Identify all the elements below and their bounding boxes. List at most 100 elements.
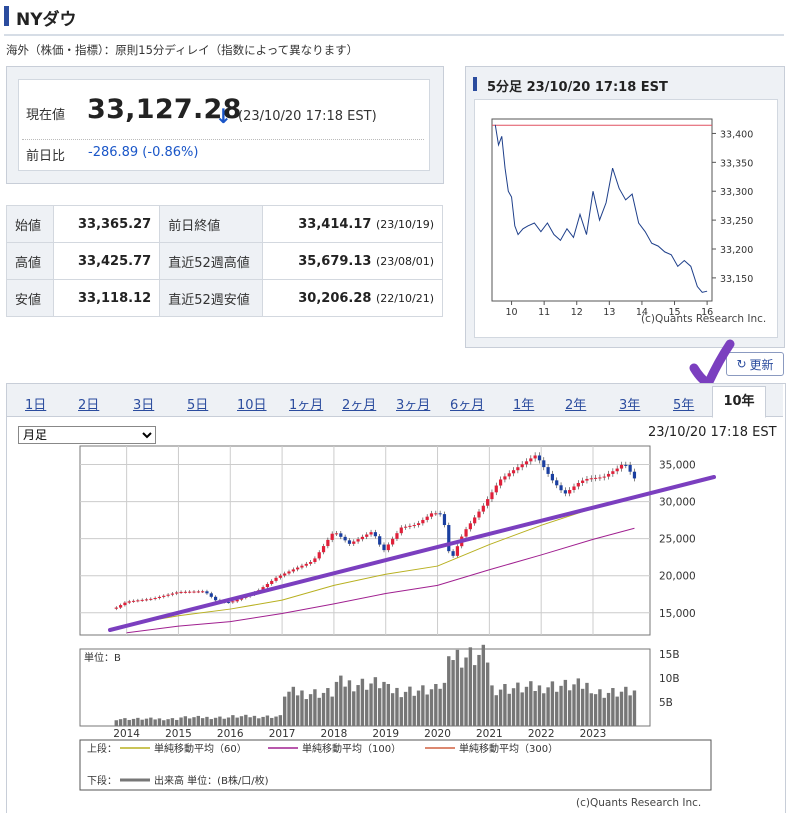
volume-bar	[339, 675, 343, 726]
volume-bar	[170, 718, 175, 726]
x-tick-label: 11	[538, 307, 550, 318]
candle	[360, 536, 365, 540]
volume-bar	[524, 686, 529, 726]
y-tick-label: 20,000	[659, 571, 696, 583]
tab-9[interactable]: 1年	[513, 398, 535, 413]
volume-bar	[365, 689, 369, 726]
volume-bar	[451, 660, 455, 726]
candle	[144, 599, 149, 601]
candle	[451, 551, 455, 556]
tab-12[interactable]: 5年	[673, 398, 695, 413]
volume-bar	[213, 717, 218, 726]
volume-bar	[563, 679, 568, 726]
candle	[308, 561, 313, 564]
candle	[356, 539, 360, 542]
intraday-chart-title: 5分足 23/10/20 17:18 EST	[487, 80, 668, 95]
candle	[468, 523, 472, 530]
volume-bar	[589, 693, 593, 726]
candle	[615, 468, 619, 472]
volume-bar	[503, 684, 507, 726]
y-tick-label: 33,200	[720, 245, 753, 256]
x-tick-label: 2023	[580, 728, 607, 740]
period-select[interactable]: 月足	[18, 426, 156, 444]
x-tick-label: 2019	[372, 728, 399, 740]
period-tabs: 1日 2日 3日 5日 10日 1ヶ月 2ヶ月 3ヶ月 6ヶ月 1年 2年 3年 5年	[7, 384, 783, 417]
tab-5[interactable]: 1ヶ月	[289, 398, 324, 413]
candle	[442, 514, 447, 526]
volume-bar	[442, 682, 447, 726]
candle	[330, 533, 334, 540]
change-label: 前日比	[26, 149, 66, 164]
legend-box	[79, 739, 712, 791]
candle	[378, 536, 382, 545]
volume-bar	[408, 686, 412, 726]
candle	[296, 567, 300, 570]
candle	[170, 593, 175, 595]
candle	[326, 539, 330, 547]
candle	[481, 505, 485, 512]
volume-bar	[330, 696, 334, 726]
candle	[123, 602, 127, 606]
candle	[572, 486, 576, 490]
volume-bar	[218, 716, 222, 726]
tab-1[interactable]: 2日	[78, 398, 100, 413]
mini-title-accent	[473, 77, 477, 91]
volume-bar	[546, 687, 550, 726]
tab-10[interactable]: 2年	[565, 398, 587, 413]
ma100-line	[126, 527, 635, 634]
volume-bar	[490, 685, 494, 726]
volume-bar	[447, 656, 451, 726]
candle	[321, 546, 326, 553]
volume-bar	[192, 717, 196, 726]
prev-close-label: 前日終値	[159, 205, 264, 243]
volume-bar	[598, 689, 602, 726]
x-tick-label: 2014	[113, 728, 140, 740]
volume-bar	[162, 720, 166, 726]
volume-bar	[468, 647, 473, 726]
quote-timestamp: (23/10/20 17:18 EST)	[238, 109, 377, 124]
volume-bar	[403, 691, 408, 726]
candle	[127, 601, 131, 603]
tab-7[interactable]: 3ヶ月	[396, 398, 431, 413]
volume-bar	[494, 695, 498, 726]
tab-3[interactable]: 5日	[187, 398, 209, 413]
prev-close-value: 33,414.17	[298, 216, 372, 232]
volume-bar	[244, 714, 248, 726]
candle	[537, 455, 542, 461]
volume-bar	[537, 685, 542, 726]
52w-high-cell: 35,679.13 (23/08/01)	[262, 242, 443, 280]
candle	[447, 525, 451, 552]
tab-8[interactable]: 6ヶ月	[450, 398, 485, 413]
tab-4[interactable]: 10日	[237, 398, 267, 413]
volume-bar	[434, 684, 438, 726]
candle	[287, 571, 291, 574]
candle	[399, 527, 403, 534]
volume-bar	[481, 644, 486, 726]
volume-bar	[377, 688, 382, 726]
candle	[118, 605, 123, 608]
refresh-button[interactable]: ↻ 更新	[726, 352, 784, 376]
volume-bar	[343, 686, 347, 726]
tab-0[interactable]: 1日	[25, 398, 47, 413]
tab-10y[interactable]: 10年	[712, 386, 766, 418]
refresh-label: 更新	[749, 357, 774, 372]
tab-6[interactable]: 2ヶ月	[342, 398, 377, 413]
tab-11[interactable]: 3年	[619, 398, 641, 413]
volume-bar	[477, 654, 481, 726]
volume-bar	[196, 715, 201, 726]
candle	[464, 529, 468, 537]
legend-ma300-label: 単純移動平均（300）	[459, 742, 558, 755]
volume-bar	[580, 688, 585, 726]
volume-bar	[308, 694, 313, 726]
candle	[520, 464, 524, 468]
volume-bar	[209, 719, 213, 726]
candle	[412, 525, 416, 527]
candle	[624, 464, 628, 466]
volume-bar	[248, 717, 252, 726]
volume-bar	[516, 682, 520, 726]
volume-bar	[278, 715, 283, 726]
volume-bar	[498, 689, 503, 726]
volume-bar	[520, 692, 524, 726]
tab-2[interactable]: 3日	[133, 398, 155, 413]
volume-bar	[131, 718, 136, 726]
